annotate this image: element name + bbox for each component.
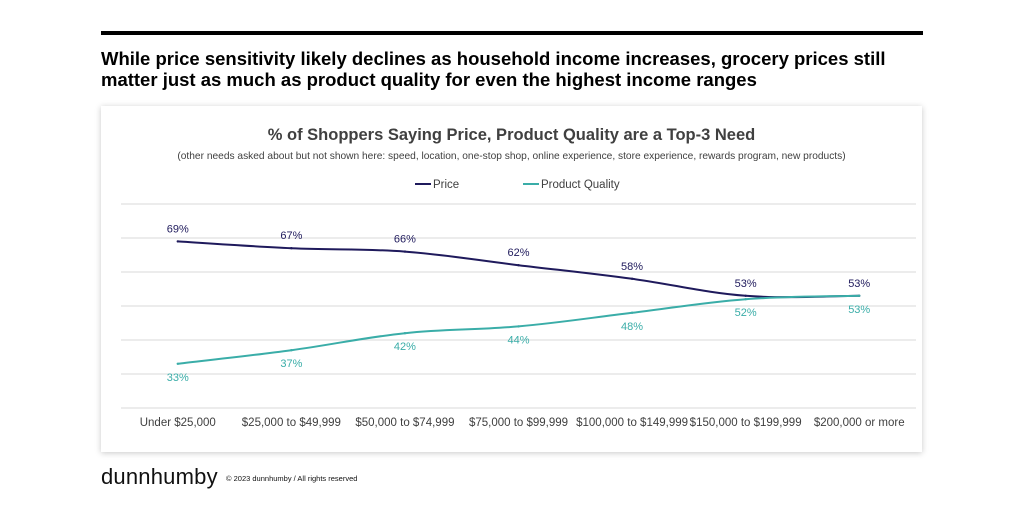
line-chart: Price Product Quality Under $25,000 $25,000… <box>121 179 916 429</box>
data-label: 66% <box>394 234 416 246</box>
dunnhumby-logo: dunnhumby <box>101 464 218 489</box>
data-point <box>290 349 293 352</box>
data-point <box>744 298 747 301</box>
data-point <box>744 294 747 297</box>
data-point <box>403 332 407 335</box>
data-label: 48% <box>621 321 643 333</box>
data-point <box>517 325 520 328</box>
x-tick-label: $200,000 or more <box>814 417 905 429</box>
data-label: 62% <box>507 247 529 259</box>
data-label: 52% <box>735 307 757 319</box>
x-tick-label: $150,000 to $199,999 <box>690 417 802 429</box>
x-tick-label: $75,000 to $99,999 <box>469 417 568 429</box>
x-tick-label: $25,000 to $49,999 <box>242 417 341 429</box>
data-point <box>630 311 634 314</box>
x-tick-label: $100,000 to $149,999 <box>576 417 688 429</box>
data-label: 53% <box>848 304 870 316</box>
page-headline: While price sensitivity likely declines … <box>101 48 886 90</box>
data-label: 42% <box>394 341 416 353</box>
data-label: 58% <box>621 261 643 273</box>
copyright-text: © 2023 dunnhumby / All rights reserved <box>226 474 358 483</box>
data-label: 33% <box>167 372 189 384</box>
legend-label: Price <box>433 179 459 191</box>
chart-card: % of Shoppers Saying Price, Product Qual… <box>101 106 922 452</box>
top-rule <box>101 31 923 35</box>
legend-label: Product Quality <box>541 179 620 191</box>
data-point <box>176 240 179 243</box>
data-label: 37% <box>280 358 302 370</box>
x-tick-label: $50,000 to $74,999 <box>355 417 454 429</box>
data-label: 67% <box>280 230 302 242</box>
data-point <box>176 362 179 365</box>
data-label: 53% <box>848 278 870 290</box>
data-point <box>858 294 861 297</box>
data-label: 69% <box>167 223 189 235</box>
chart-title: % of Shoppers Saying Price, Product Qual… <box>267 126 756 144</box>
data-point <box>630 277 634 280</box>
data-point <box>403 250 407 253</box>
x-tick-label: Under $25,000 <box>140 417 216 429</box>
chart-subtitle: (other needs asked about but not shown h… <box>177 151 846 162</box>
data-label: 53% <box>735 278 757 290</box>
data-label: 44% <box>507 334 529 346</box>
data-point <box>290 247 293 250</box>
data-point <box>517 264 520 267</box>
